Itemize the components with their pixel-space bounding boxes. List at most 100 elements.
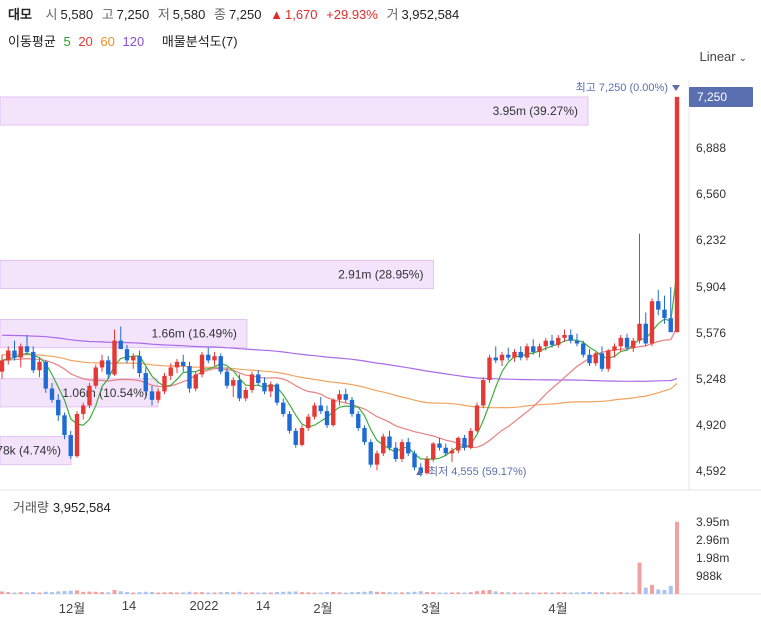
ma-60-label[interactable]: 60 [100, 34, 115, 49]
volume-value: 3,952,584 [401, 7, 460, 22]
volume-bar [43, 591, 48, 594]
volume-panel-value: 3,952,584 [52, 500, 111, 515]
volume-bar [318, 592, 323, 594]
volume-profile-label: 1.66m (16.49%) [152, 327, 237, 341]
volume-bar [31, 591, 36, 594]
volume-bar [587, 591, 592, 594]
price-tick-label: 4,592 [696, 464, 727, 479]
candle-body [574, 340, 580, 344]
candle-body [131, 356, 136, 361]
scale-mode-dropdown[interactable]: Linear ⌄ [699, 49, 747, 64]
candle-body [49, 388, 55, 400]
volume-bar [331, 591, 336, 594]
volume-bar [68, 590, 73, 594]
low-value: 5,580 [172, 7, 206, 22]
volume-bar [387, 592, 392, 594]
volume-bar [81, 591, 86, 594]
volume-bar [537, 592, 542, 594]
candle-body [424, 459, 430, 474]
price-tick-label: 6,888 [696, 140, 727, 155]
candle-body [268, 384, 273, 392]
volume-bar [181, 592, 186, 594]
volume-bar [256, 592, 261, 594]
volume-bar [631, 592, 636, 594]
time-axis: 12월 14 2022 14 2월 3월 4월 [0, 598, 690, 624]
candle-body [474, 405, 480, 431]
time-tick-label: 2022 [189, 598, 219, 613]
volume-profile-label: 3.95m (39.27%) [493, 104, 578, 118]
price-tick-label: 6,560 [696, 187, 727, 202]
volume-bar [443, 592, 448, 594]
volume-bar [243, 592, 248, 594]
candle-body [43, 361, 48, 389]
volume-bar [606, 592, 611, 594]
volume-bar [293, 591, 298, 594]
candle-body [31, 351, 36, 371]
price-tick-label: 6,232 [696, 233, 727, 248]
volume-bar [150, 591, 154, 594]
volume-bar [143, 591, 148, 594]
volume-profile-label[interactable]: 매물분석도(7) [161, 34, 238, 49]
candle-body [99, 360, 105, 368]
candle-body [387, 436, 392, 448]
quote-header: 대모 시 5,580 고 7,250 저 5,580 종 7,250 ▲ 1,670 +2… [8, 4, 464, 24]
low-label: 저 [157, 7, 170, 22]
volume-bar [468, 592, 473, 594]
candle-body [343, 394, 348, 400]
candle-body [81, 405, 86, 414]
candle-body [331, 399, 336, 426]
candle-body [393, 447, 398, 460]
volume-profile-label: 1.06m (10.54%) [62, 386, 147, 400]
candle-body [662, 309, 667, 319]
change-up-icon: ▲ [270, 7, 283, 22]
candle-body [374, 453, 380, 465]
volume-bar [450, 592, 454, 594]
candle-body [312, 405, 317, 417]
candle-body [174, 361, 180, 368]
price-tick-label: 5,576 [696, 325, 727, 340]
candle-body [181, 361, 186, 367]
volume-bar [87, 591, 92, 594]
volume-bar [543, 592, 548, 594]
volume-bar [62, 591, 67, 594]
volume-bar [93, 591, 98, 594]
volume-bar [168, 592, 173, 594]
time-tick-label: 14 [121, 598, 137, 613]
candle-body [0, 360, 5, 372]
candle-body [299, 428, 305, 445]
volume-bar [437, 592, 442, 594]
ma-20-label[interactable]: 20 [78, 34, 93, 49]
candle-body [87, 385, 92, 406]
volume-bar [18, 592, 23, 594]
ma-120-label[interactable]: 120 [122, 34, 145, 49]
scale-mode-value: Linear [699, 49, 736, 64]
volume-bar [493, 591, 498, 594]
candle-body [456, 437, 461, 451]
candle-body [599, 353, 605, 369]
volume-bar [25, 592, 29, 594]
candle-body [168, 367, 173, 376]
price-axis: 7,250 6,888 6,560 6,232 5,904 5,576 5,248 4,92… [689, 80, 761, 490]
volume-bar [131, 592, 136, 594]
volume-bar [525, 592, 529, 594]
volume-profile-bar [0, 96, 589, 126]
volume-bar [125, 591, 129, 594]
volume-bar [462, 592, 467, 594]
price-tick-label: 5,248 [696, 371, 727, 386]
candle-body [162, 375, 167, 392]
high-value: 7,250 [116, 7, 150, 22]
candle-body [112, 340, 117, 375]
ma-label[interactable]: 이동평균 [8, 34, 56, 49]
close-label: 종 [213, 7, 226, 22]
candle-body [587, 354, 592, 364]
ma-5-label[interactable]: 5 [63, 34, 71, 49]
volume-tick-label: 2.96m [696, 532, 730, 547]
volume-bar [456, 592, 461, 594]
candle-body [487, 357, 492, 381]
candle-body [199, 354, 205, 375]
volume-bar [612, 592, 617, 594]
volume-bar [593, 592, 598, 594]
change-value: 1,670 [284, 7, 318, 22]
volume-bar [268, 592, 273, 594]
